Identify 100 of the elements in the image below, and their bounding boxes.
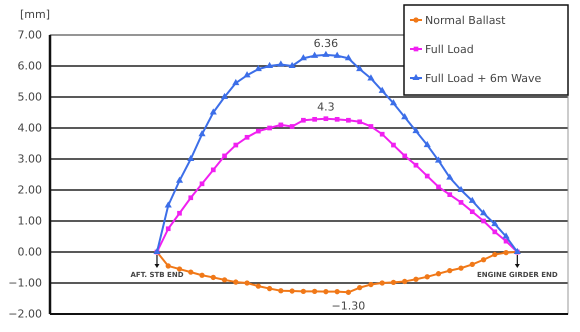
point: [367, 74, 374, 80]
point: [244, 71, 251, 78]
point: [188, 270, 194, 275]
point: [424, 140, 431, 148]
point: [198, 130, 206, 136]
point: [492, 230, 498, 234]
point: [187, 154, 194, 162]
point: [491, 220, 498, 226]
point: [166, 226, 171, 232]
point: [402, 278, 408, 284]
point: [312, 116, 317, 122]
point: [322, 50, 330, 57]
point: [470, 262, 475, 268]
data-label: 6.36: [314, 36, 338, 50]
y-tick-label: 3.00: [18, 152, 42, 166]
point: [176, 266, 182, 272]
point: [368, 124, 374, 129]
point: [267, 126, 272, 130]
point: [480, 209, 488, 216]
point: [470, 209, 475, 214]
point: [323, 289, 329, 294]
point: [164, 201, 172, 208]
point: [492, 252, 498, 258]
point: [222, 277, 228, 283]
point: [402, 154, 408, 158]
point: [244, 280, 250, 286]
point: [311, 52, 318, 58]
y-tick-label: 0.00: [18, 246, 42, 259]
point: [300, 288, 306, 294]
point: [380, 280, 385, 286]
point: [458, 265, 464, 271]
point: [199, 272, 205, 278]
point: [344, 54, 352, 60]
point: [458, 200, 464, 205]
y-tick-label: −2.00: [8, 308, 42, 321]
point: [414, 162, 418, 168]
point: [434, 156, 442, 163]
y-tick-label: −1.00: [8, 276, 42, 290]
point: [480, 257, 486, 262]
point: [301, 118, 306, 123]
point: [222, 154, 227, 158]
data-label: 4.3: [317, 100, 335, 114]
point: [210, 168, 216, 172]
point: [233, 279, 238, 285]
point: [502, 232, 510, 239]
point: [357, 285, 362, 290]
point: [220, 92, 228, 100]
point: [390, 280, 396, 286]
point: [468, 196, 476, 203]
point: [256, 128, 261, 134]
point: [210, 108, 217, 115]
point: [177, 210, 182, 216]
point: [424, 174, 430, 178]
point: [436, 184, 441, 190]
y-tick-label: 6.00: [18, 60, 42, 73]
point: [166, 263, 171, 269]
point: [266, 62, 274, 68]
y-axis-title: [mm]: [20, 8, 50, 21]
point: [380, 132, 385, 137]
point: [188, 195, 194, 200]
point: [413, 276, 419, 282]
point: [356, 64, 364, 72]
point: [244, 134, 250, 140]
point: [289, 288, 295, 294]
data-label: −1.30: [332, 299, 366, 312]
point: [346, 118, 351, 123]
point: [277, 60, 284, 67]
point: [278, 288, 284, 294]
point: [334, 52, 341, 58]
y-tick-label: 5.00: [18, 90, 42, 104]
point: [368, 282, 374, 288]
point: [334, 289, 340, 294]
point: [346, 290, 352, 295]
point: [424, 274, 430, 280]
point: [254, 64, 262, 72]
point: [436, 271, 442, 276]
point: [334, 116, 340, 122]
point: [288, 62, 296, 68]
point: [256, 283, 261, 289]
point: [390, 99, 398, 106]
point: [233, 142, 238, 148]
point: [401, 113, 408, 120]
legend-label: Normal Ballast: [425, 14, 506, 27]
point: [312, 288, 318, 294]
point: [391, 142, 396, 148]
y-tick-label: 4.00: [18, 122, 42, 135]
point: [457, 186, 465, 192]
y-tick-label: 7.00: [18, 28, 42, 42]
point: [290, 124, 294, 129]
y-tick-label: 1.00: [18, 214, 42, 228]
point: [357, 119, 362, 124]
point: [232, 78, 240, 86]
point: [210, 274, 216, 280]
y-tick-label: 2.00: [18, 184, 42, 197]
point: [446, 173, 454, 180]
point: [378, 86, 386, 93]
point: [176, 176, 184, 183]
point: [300, 54, 307, 60]
point: [324, 116, 328, 122]
legend-label: Full Load: [425, 43, 474, 56]
